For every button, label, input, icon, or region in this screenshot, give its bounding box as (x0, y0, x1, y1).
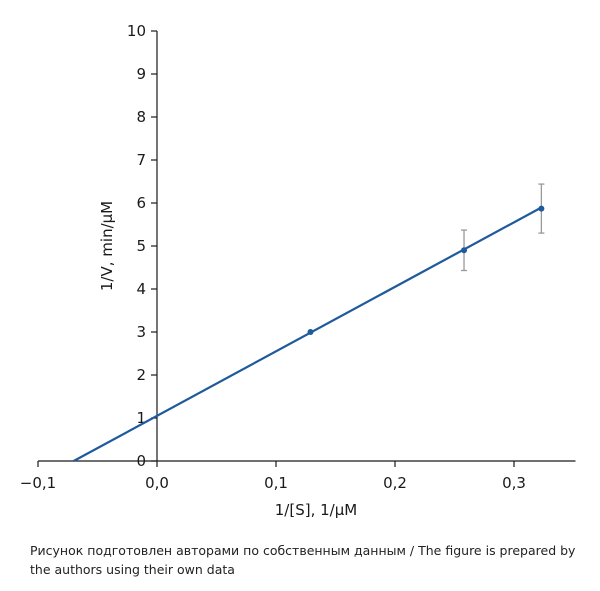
x-tick-label: 0,2 (383, 474, 407, 492)
axes (38, 31, 576, 462)
x-tick-label: 0,1 (264, 474, 288, 492)
data-point (461, 247, 468, 254)
x-axis-label: 1/[S], 1/μM (275, 501, 357, 519)
y-tick-label: 2 (136, 366, 146, 384)
y-tick-label: 6 (136, 194, 146, 212)
y-tick-label: 0 (136, 452, 146, 470)
data-point (307, 329, 314, 335)
x-tick-label: 0,3 (502, 474, 526, 492)
y-tick-label: 10 (127, 22, 146, 40)
figure-caption: Рисунок подготовлен авторами по собствен… (30, 543, 576, 577)
y-tick-label: 8 (136, 108, 146, 126)
tick-marks: 0 1 2 3 4 5 6 7 8 9 10 −0,1 0,0 0,1 0,2 0,3 (20, 22, 526, 492)
x-tick-label: 0,0 (145, 474, 169, 492)
y-tick-label: 4 (136, 280, 146, 298)
y-axis-label: 1/V, min/μM (98, 201, 116, 291)
y-tick-label: 5 (136, 237, 146, 255)
y-tick-label: 7 (136, 151, 146, 169)
y-tick-label: 3 (136, 323, 146, 341)
data-points (307, 205, 545, 335)
lineweaver-burk-chart: 0 1 2 3 4 5 6 7 8 9 10 −0,1 0,0 0,1 0,2 0,3 1/[S], 1/μM… (20, 22, 576, 519)
data-point (538, 205, 545, 212)
x-tick-label: −0,1 (20, 474, 56, 492)
y-tick-label: 1 (136, 409, 146, 427)
y-tick-label: 9 (136, 65, 146, 83)
